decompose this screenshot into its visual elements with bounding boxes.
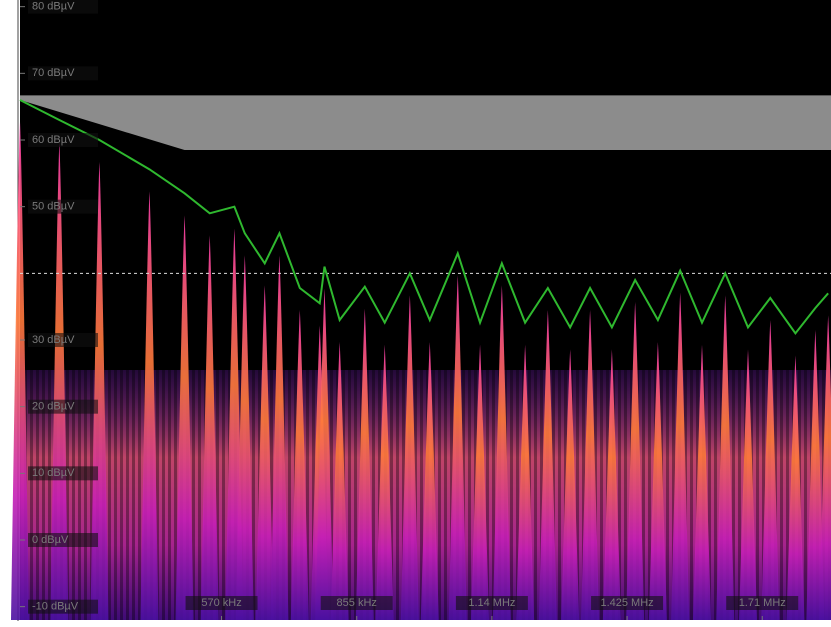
y-tick-label: 20 dBµV: [32, 401, 75, 413]
y-tick-label: 0 dBµV: [32, 534, 69, 546]
x-tick-label: 1.14 MHz: [468, 597, 515, 609]
spectrum-screen: 80 dBµV 70 dBµV 60 dBµV 50 dBµV 30 dBµV 20 dB…: [0, 0, 831, 627]
y-tick-label: 50 dBµV: [32, 201, 75, 213]
y-tick-label: -10 dBµV: [32, 601, 79, 613]
y-tick-label: 70 dBµV: [32, 67, 75, 79]
x-tick-label: 1.425 MHz: [600, 597, 653, 609]
y-tick-label: 10 dBµV: [32, 467, 75, 479]
y-tick-label: 60 dBµV: [32, 134, 75, 146]
y-tick-label: 30 dBµV: [32, 334, 75, 346]
x-tick-label: 1.71 MHz: [739, 597, 786, 609]
x-tick-label: 570 kHz: [201, 597, 241, 609]
y-tick-label: 80 dBµV: [32, 1, 75, 13]
x-tick-label: 855 kHz: [337, 597, 377, 609]
